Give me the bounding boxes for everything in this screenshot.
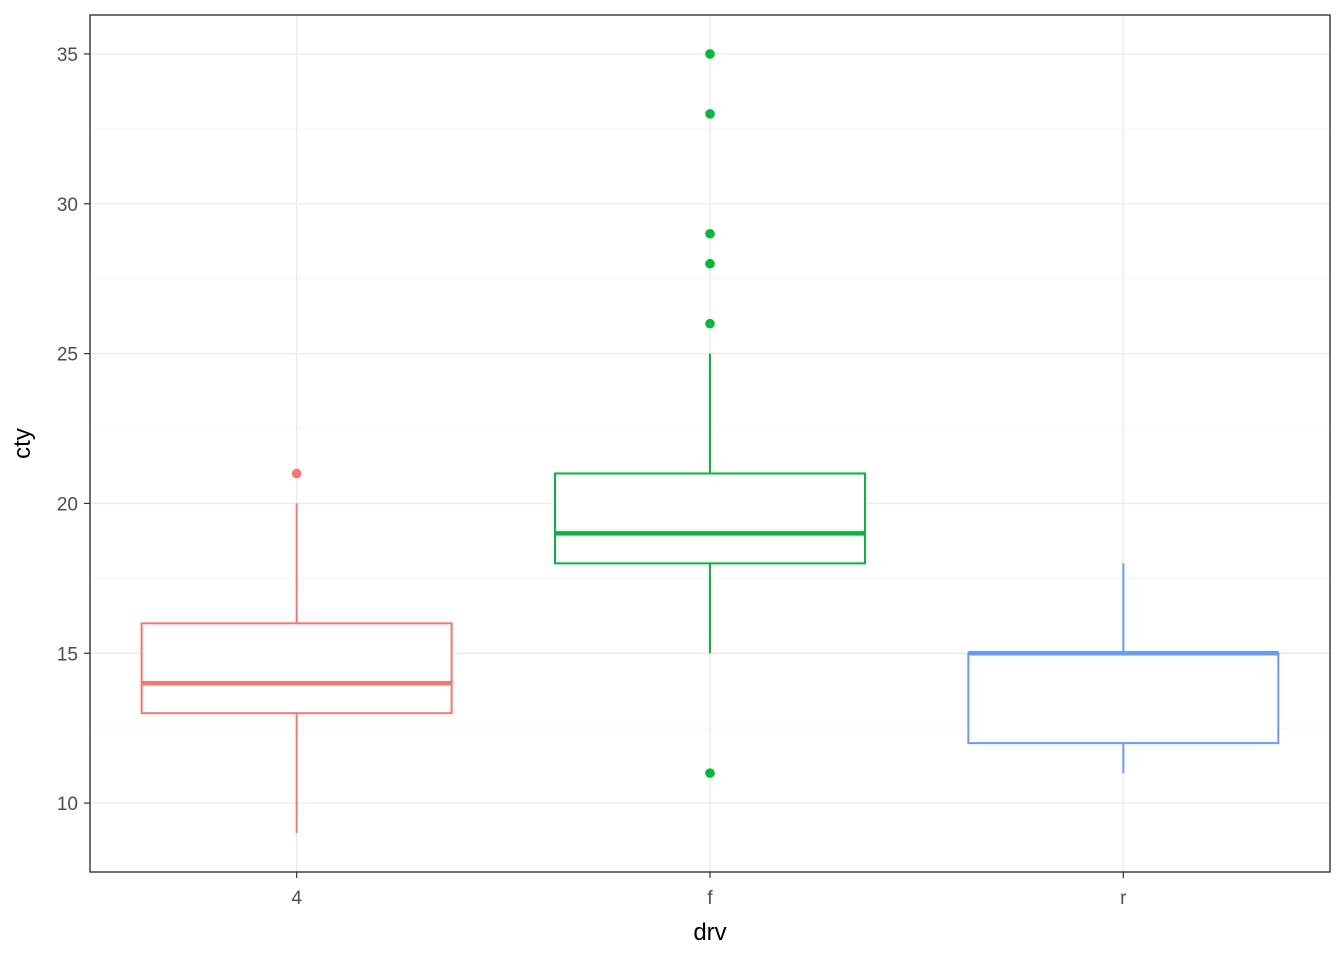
outlier-point bbox=[705, 258, 715, 269]
outlier-point bbox=[291, 468, 302, 479]
box-group-f bbox=[554, 49, 866, 778]
box-group-r bbox=[967, 563, 1280, 774]
y-tick-label: 25 bbox=[57, 345, 78, 366]
box-iqr bbox=[140, 622, 453, 715]
y-axis: 10 15 20 25 30 35 bbox=[57, 45, 90, 815]
box-group-4 bbox=[140, 468, 453, 834]
outlier-point bbox=[705, 109, 715, 119]
y-tick-label: 30 bbox=[57, 195, 78, 216]
y-tick-label: 15 bbox=[57, 644, 78, 665]
outlier-point bbox=[705, 228, 715, 239]
x-axis: 4 f r bbox=[291, 872, 1127, 909]
y-tick-label: 20 bbox=[57, 494, 78, 515]
x-tick-label: f bbox=[707, 888, 713, 909]
y-tick-label: 10 bbox=[57, 794, 78, 815]
x-tick-label: r bbox=[1120, 888, 1127, 909]
x-tick-label: 4 bbox=[291, 888, 302, 909]
box-iqr bbox=[967, 652, 1280, 745]
x-axis-title: drv bbox=[693, 919, 726, 946]
box-iqr bbox=[554, 472, 866, 565]
outlier-point bbox=[705, 318, 715, 329]
y-tick-label: 35 bbox=[57, 45, 78, 66]
y-axis-title: cty bbox=[9, 428, 36, 459]
boxes bbox=[140, 49, 1280, 834]
outlier-point bbox=[705, 49, 715, 59]
outlier-point bbox=[705, 768, 715, 778]
